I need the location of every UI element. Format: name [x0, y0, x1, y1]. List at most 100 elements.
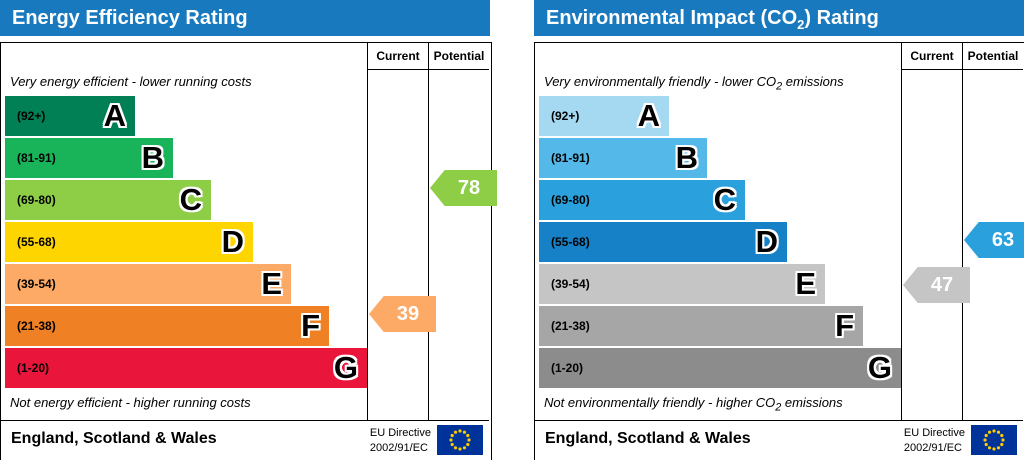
eu-directive-line1: EU Directive [903, 427, 965, 439]
band-row: (92+) A [5, 96, 367, 138]
eu-directive-line2: 2002/91/EC [903, 441, 962, 454]
panel-title-text: Energy Efficiency Rating [12, 7, 248, 29]
potential-column-header: Potential [433, 49, 485, 63]
rating-band-g: (1-20) G [5, 348, 367, 388]
band-row: (39-54) E [539, 264, 901, 306]
eu-flag-icon [971, 425, 1017, 455]
rating-band-e: (39-54) E [539, 264, 825, 304]
current-column-header: Current [376, 49, 420, 63]
region-label: England, Scotland & Wales [545, 430, 751, 447]
rating-band-b: (81-91) B [539, 138, 707, 178]
band-range-label: (21-38) [551, 319, 590, 333]
top-note-text: Very energy efficient - lower running co… [10, 74, 252, 89]
rating-band-d: (55-68) D [5, 222, 253, 262]
band-letter: B [141, 140, 164, 175]
band-row: (1-20) G [5, 348, 367, 390]
bottom-note-text: Not environmentally friendly - higher CO [544, 395, 776, 410]
panel-footer: England, Scotland & Wales EU Directive 2… [535, 420, 1023, 460]
band-letter: F [301, 308, 320, 343]
rating-bands: (92+) A (81-91) B (69-80) C [5, 96, 367, 390]
band-row: (55-68) D [5, 222, 367, 264]
panel-footer: England, Scotland & Wales EU Directive 2… [1, 420, 489, 460]
rating-band-a: (92+) A [5, 96, 135, 136]
rating-band-d: (55-68) D [539, 222, 787, 262]
band-range-label: (81-91) [551, 151, 590, 165]
column-header-underline [367, 69, 489, 70]
top-note: Very environmentally friendly - lower CO… [544, 74, 844, 93]
rating-band-f: (21-38) F [539, 306, 863, 346]
bottom-note-text-end: emissions [781, 395, 843, 410]
rating-band-g: (1-20) G [539, 348, 901, 388]
column-divider [367, 43, 368, 420]
panel-title-subscript: 2 [797, 17, 805, 32]
band-range-label: (1-20) [17, 361, 50, 375]
energy-efficiency-panel: Energy Efficiency Rating Current Potenti… [0, 0, 497, 460]
bottom-note-subscript: 2 [775, 401, 782, 414]
band-range-label: (92+) [17, 109, 46, 123]
panel-title-text-end: ) Rating [804, 7, 879, 29]
current-rating-arrow: 47 [903, 267, 970, 303]
band-letter: D [755, 224, 778, 259]
band-range-label: (39-54) [17, 277, 56, 291]
band-range-label: (1-20) [551, 361, 584, 375]
potential-rating-arrow: 78 [430, 170, 497, 206]
column-divider [962, 43, 963, 420]
panel-title-text: Environmental Impact (CO [546, 7, 798, 29]
band-letter: B [675, 140, 698, 175]
region-label: England, Scotland & Wales [11, 430, 217, 447]
bottom-note: Not energy efficient - higher running co… [10, 395, 251, 414]
eu-directive-label: EU Directive 2002/91/EC [370, 426, 431, 456]
band-range-label: (81-91) [17, 151, 56, 165]
environmental-impact-panel: Environmental Impact (CO2) Rating Curren… [534, 0, 1024, 460]
band-row: (69-80) C [5, 180, 367, 222]
top-note-subscript: 2 [776, 80, 783, 93]
rating-band-a: (92+) A [539, 96, 669, 136]
band-range-label: (55-68) [17, 235, 56, 249]
rating-band-c: (69-80) C [5, 180, 211, 220]
band-letter: E [261, 266, 282, 301]
band-letter: A [637, 98, 660, 133]
band-row: (81-91) B [5, 138, 367, 180]
band-letter: D [221, 224, 244, 259]
band-range-label: (92+) [551, 109, 580, 123]
band-row: (21-38) F [5, 306, 367, 348]
band-row: (21-38) F [539, 306, 901, 348]
eu-directive-label: EU Directive 2002/91/EC [904, 426, 965, 456]
band-letter: G [867, 350, 892, 385]
column-divider [901, 43, 902, 420]
rating-band-e: (39-54) E [5, 264, 291, 304]
current-rating-arrow: 39 [369, 296, 436, 332]
band-range-label: (39-54) [551, 277, 590, 291]
top-note-text: Very environmentally friendly - lower CO [544, 74, 777, 89]
eu-directive-line2: 2002/91/EC [369, 441, 428, 454]
band-row: (81-91) B [539, 138, 901, 180]
current-column-header: Current [910, 49, 954, 63]
eu-flag-icon [437, 425, 483, 455]
bottom-note: Not environmentally friendly - higher CO… [544, 395, 843, 414]
band-row: (55-68) D [539, 222, 901, 264]
rating-chart: Current Potential Very energy efficient … [0, 42, 497, 460]
panel-title: Energy Efficiency Rating [0, 0, 490, 36]
band-range-label: (21-38) [17, 319, 56, 333]
band-row: (69-80) C [539, 180, 901, 222]
band-row: (1-20) G [539, 348, 901, 390]
rating-band-f: (21-38) F [5, 306, 329, 346]
eu-directive-line1: EU Directive [369, 427, 431, 439]
top-note: Very energy efficient - lower running co… [10, 74, 252, 93]
band-row: (92+) A [539, 96, 901, 138]
rating-band-c: (69-80) C [539, 180, 745, 220]
rating-band-b: (81-91) B [5, 138, 173, 178]
column-header-underline [901, 69, 1023, 70]
band-letter: C [713, 182, 736, 217]
band-letter: C [179, 182, 202, 217]
band-letter: A [103, 98, 126, 133]
band-letter: G [333, 350, 358, 385]
band-letter: E [795, 266, 816, 301]
band-range-label: (55-68) [551, 235, 590, 249]
rating-chart: Current Potential Very environmentally f… [534, 42, 1024, 460]
potential-column-header: Potential [967, 49, 1019, 63]
band-range-label: (69-80) [17, 193, 56, 207]
potential-rating-arrow: 63 [964, 222, 1024, 258]
band-row: (39-54) E [5, 264, 367, 306]
